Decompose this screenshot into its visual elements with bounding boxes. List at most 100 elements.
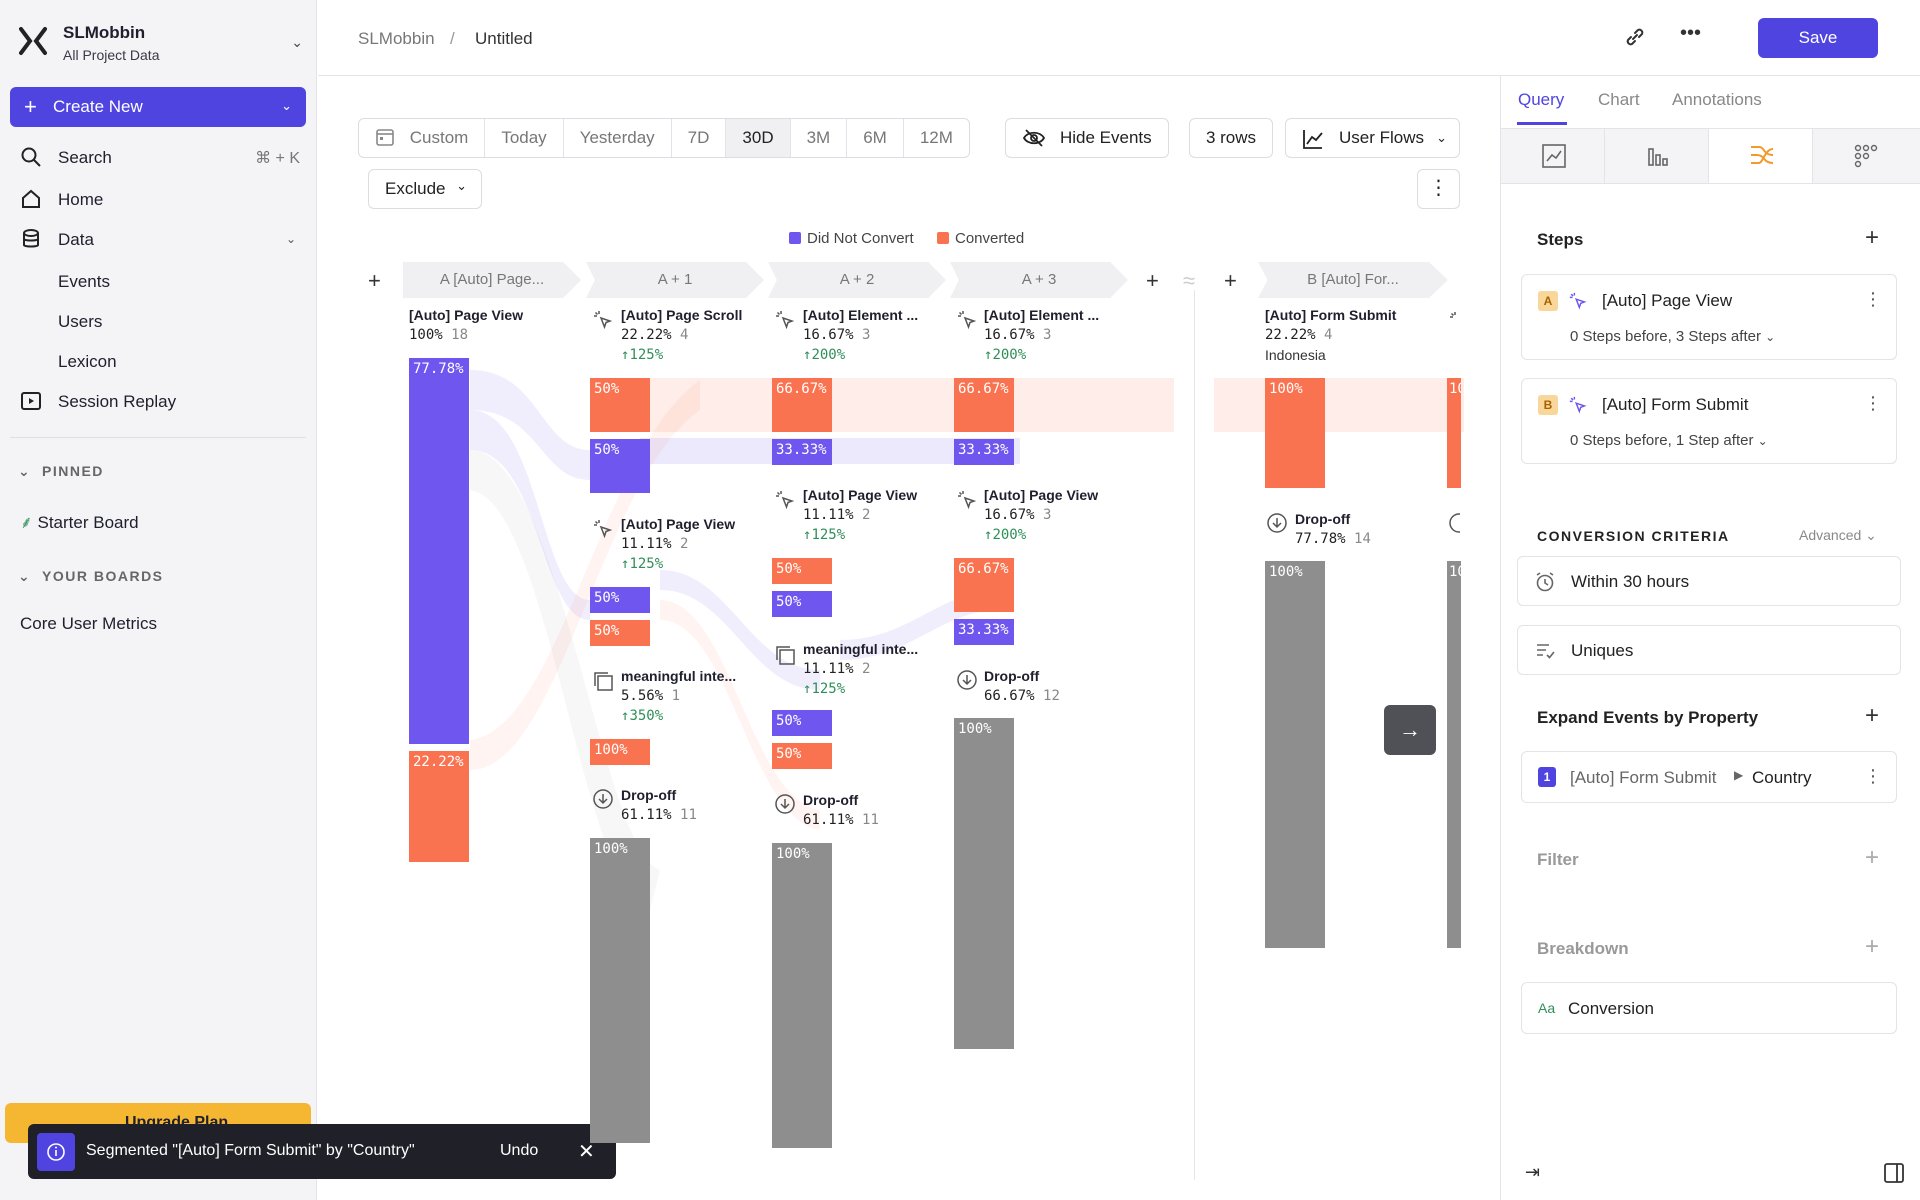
collapse-icon[interactable]: ≈ <box>1183 268 1196 293</box>
nav-users[interactable]: Users <box>58 312 103 331</box>
core-user-metrics-link[interactable]: Core User Metrics <box>20 614 157 633</box>
column-header-b[interactable]: B [Auto] For... <box>1258 262 1448 298</box>
sidebar-toggle-icon[interactable] <box>1883 1162 1905 1184</box>
starter-board-link[interactable]: ⸙ Starter Board <box>20 513 139 532</box>
pinned-header[interactable]: ⌄ PINNED <box>18 463 104 479</box>
step-a-name[interactable]: [Auto] Page View <box>1602 291 1733 310</box>
flow-bar-drop-off-partial[interactable]: 10 <box>1447 561 1461 948</box>
more-icon[interactable]: ••• <box>1680 22 1702 44</box>
page-title[interactable]: Untitled <box>475 29 533 48</box>
scroll-right-button[interactable]: → <box>1384 705 1436 755</box>
nav-session-replay[interactable]: Session Replay <box>20 388 300 416</box>
flow-bar-converted[interactable]: 100% <box>1265 378 1325 488</box>
step-b-menu-icon[interactable]: ⋮ <box>1864 393 1882 413</box>
drop-off-node[interactable]: Drop-off 61.11% 11 <box>621 787 697 823</box>
workspace-switcher[interactable]: SLMobbin All Project Data ⌄ <box>18 20 303 68</box>
add-expand-property-button[interactable]: + <box>1865 702 1880 729</box>
add-step-after-button[interactable]: + <box>1146 268 1159 293</box>
undo-button[interactable]: Undo <box>500 1142 539 1159</box>
event-node[interactable]: [Auto] Form Submit 22.22% 4 Indonesia <box>1265 305 1415 365</box>
drop-off-node[interactable]: Drop-off 77.78% 14 <box>1295 511 1371 547</box>
nav-search[interactable]: Search ⌘ + K <box>20 144 300 172</box>
close-icon[interactable]: ✕ <box>578 1141 595 1163</box>
expand-property-item[interactable]: 1 [Auto] Form Submit ▶ Country ⋮ <box>1521 751 1897 803</box>
event-node[interactable]: meaningful inte... 5.56% 1 ↑350% <box>621 668 737 724</box>
drop-off-node[interactable]: Drop-off 66.67% 12 <box>984 668 1060 704</box>
advanced-toggle[interactable]: Advanced ⌄ <box>1799 527 1877 543</box>
chart-type-selector[interactable]: User Flows ⌄ <box>1285 118 1460 158</box>
flow-bar-not-converted[interactable]: 77.78% <box>409 358 469 744</box>
expand-menu-icon[interactable]: ⋮ <box>1864 766 1882 786</box>
flow-bar-converted[interactable]: 22.22% <box>409 751 469 862</box>
step-b-name[interactable]: [Auto] Form Submit <box>1602 395 1749 414</box>
counting-method[interactable]: Uniques <box>1517 625 1901 675</box>
event-node[interactable]: [Auto] Page View 16.67% 3 ↑200% <box>984 487 1099 543</box>
flow-bar-not-converted[interactable]: 50% <box>590 587 650 613</box>
range-12m[interactable]: 12M <box>919 128 953 147</box>
step-b-window[interactable]: 0 Steps before, 1 Step after ⌄ <box>1570 432 1768 449</box>
flow-bar-drop-off[interactable]: 100% <box>590 838 650 1143</box>
event-node[interactable]: [Auto] Page View 11.11% 2 ↑125% <box>803 487 918 543</box>
nav-events[interactable]: Events <box>58 272 110 291</box>
tab-annotations[interactable]: Annotations <box>1672 90 1762 109</box>
range-30d[interactable]: 30D <box>726 119 791 157</box>
flow-bar-converted[interactable]: 100% <box>590 739 650 765</box>
save-button[interactable]: Save <box>1758 18 1878 58</box>
range-today[interactable]: Today <box>485 119 564 157</box>
insights-report-icon[interactable] <box>1501 129 1605 183</box>
link-icon[interactable] <box>1624 26 1646 54</box>
hide-events-button[interactable]: Hide Events <box>1005 118 1169 158</box>
flow-bar-drop-off[interactable]: 100% <box>1265 561 1325 948</box>
exclude-dropdown[interactable]: Exclude ⌄ <box>368 169 482 209</box>
conversion-window[interactable]: Within 30 hours <box>1517 556 1901 606</box>
more-options-icon[interactable]: ⋮ <box>1417 169 1460 209</box>
event-node[interactable]: [Auto] Page View 11.11% 2 ↑125% <box>621 516 736 572</box>
rows-selector[interactable]: 3 rows <box>1189 118 1273 158</box>
flow-bar-converted-partial[interactable]: 10 <box>1447 378 1461 488</box>
flow-bar-not-converted[interactable]: 50% <box>772 591 832 617</box>
event-node[interactable]: [Auto] Element ... 16.67% 3 ↑200% <box>984 307 1100 363</box>
step-card-a[interactable]: A [Auto] Page View ⋮ 0 Steps before, 3 S… <box>1521 274 1897 360</box>
step-a-menu-icon[interactable]: ⋮ <box>1864 289 1882 309</box>
event-node[interactable]: [Auto] Element ... 16.67% 3 ↑200% <box>803 307 919 363</box>
your-boards-header[interactable]: ⌄ YOUR BOARDS <box>18 568 164 584</box>
flow-bar-not-converted[interactable]: 33.33% <box>954 619 1014 645</box>
range-7d[interactable]: 7D <box>672 119 727 157</box>
range-6m[interactable]: 6M <box>847 119 904 157</box>
flow-bar-converted[interactable]: 50% <box>772 743 832 769</box>
step-a-window[interactable]: 0 Steps before, 3 Steps after ⌄ <box>1570 328 1776 345</box>
nav-lexicon[interactable]: Lexicon <box>58 352 117 371</box>
add-step-before-b-button[interactable]: + <box>1224 268 1237 293</box>
flow-bar-not-converted[interactable]: 33.33% <box>772 439 832 465</box>
drop-off-node[interactable]: Drop-off 61.11% 11 <box>803 792 879 828</box>
flow-bar-converted[interactable]: 66.67% <box>954 378 1014 432</box>
funnels-report-icon[interactable] <box>1605 129 1709 183</box>
nav-data[interactable]: Data ⌄ <box>20 226 300 254</box>
tab-query[interactable]: Query <box>1518 90 1565 109</box>
column-header-a[interactable]: A [Auto] Page... <box>403 262 581 298</box>
flow-bar-converted[interactable]: 66.67% <box>954 558 1014 612</box>
collapse-panel-icon[interactable]: ⇥ <box>1525 1162 1541 1182</box>
flow-bar-drop-off[interactable]: 100% <box>772 843 832 1148</box>
add-breakdown-button[interactable]: + <box>1865 933 1880 960</box>
range-3m[interactable]: 3M <box>791 119 848 157</box>
breadcrumb-root[interactable]: SLMobbin <box>358 29 435 48</box>
range-custom[interactable]: Custom <box>359 119 486 157</box>
tab-chart[interactable]: Chart <box>1598 90 1640 109</box>
flow-bar-not-converted[interactable]: 50% <box>772 710 832 736</box>
flow-bar-not-converted[interactable]: 33.33% <box>954 439 1014 465</box>
retention-report-icon[interactable] <box>1813 129 1917 183</box>
step-card-b[interactable]: B [Auto] Form Submit ⋮ 0 Steps before, 1… <box>1521 378 1897 464</box>
add-filter-button[interactable]: + <box>1865 844 1880 871</box>
add-step-before-button[interactable]: + <box>368 268 381 293</box>
event-node[interactable]: [Auto] Page View 100% 18 <box>409 305 559 345</box>
event-node[interactable]: [Auto] Page Scroll 22.22% 4 ↑125% <box>621 305 751 365</box>
flow-bar-converted[interactable]: 50% <box>590 378 650 432</box>
nav-home[interactable]: Home <box>20 186 300 214</box>
flow-bar-converted[interactable]: 50% <box>590 620 650 646</box>
add-step-button[interactable]: + <box>1865 224 1880 251</box>
flow-bar-drop-off[interactable]: 100% <box>954 718 1014 1049</box>
event-node[interactable]: meaningful inte... 11.11% 2 ↑125% <box>803 641 919 697</box>
breakdown-item[interactable]: Aa Conversion <box>1521 982 1897 1034</box>
flows-report-icon[interactable] <box>1709 129 1813 183</box>
